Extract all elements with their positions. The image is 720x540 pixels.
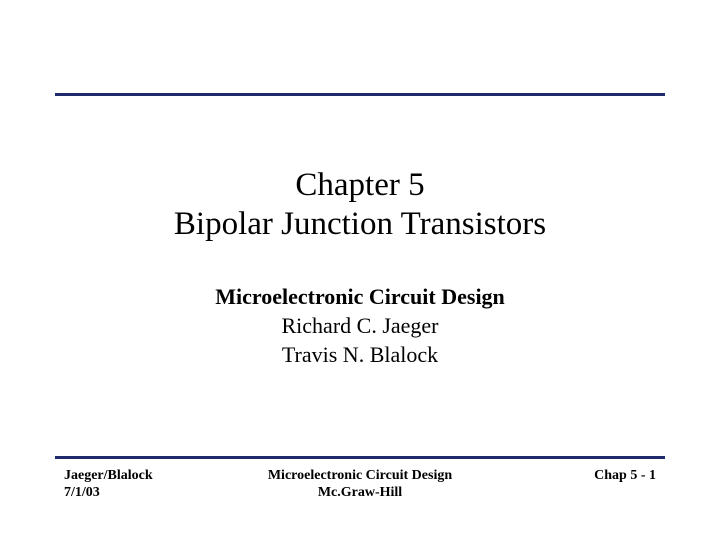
footer-publisher: Mc.Graw-Hill	[0, 485, 720, 502]
book-title: Microelectronic Circuit Design	[0, 283, 720, 311]
author-2: Travis N. Blalock	[0, 340, 720, 369]
chapter-title: Bipolar Junction Transistors	[0, 205, 720, 244]
title-block: Chapter 5 Bipolar Junction Transistors	[0, 166, 720, 244]
subtitle-block: Microelectronic Circuit Design Richard C…	[0, 283, 720, 369]
page-number: Chap 5 - 1	[594, 468, 656, 483]
footer-right: Chap 5 - 1	[594, 468, 656, 485]
horizontal-rule-bottom	[55, 456, 665, 459]
author-1: Richard C. Jaeger	[0, 311, 720, 340]
slide: Chapter 5 Bipolar Junction Transistors M…	[0, 0, 720, 540]
horizontal-rule-top	[55, 93, 665, 96]
chapter-number: Chapter 5	[0, 166, 720, 205]
